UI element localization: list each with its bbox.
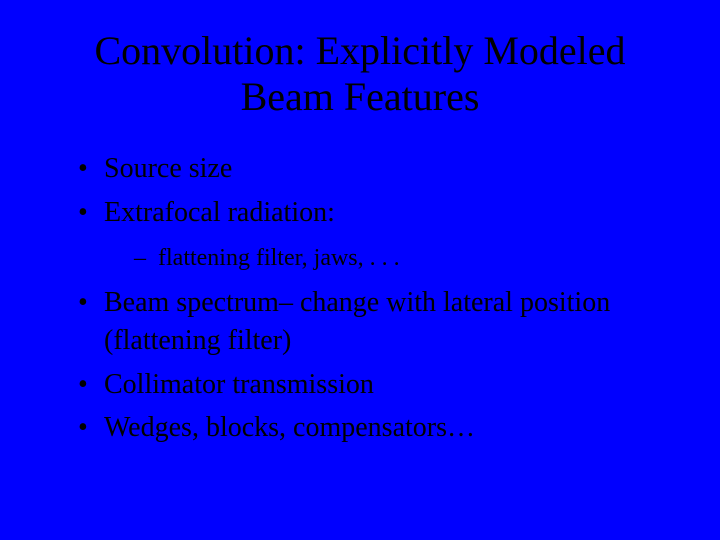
sub-bullet-list: flattening filter, jaws, . . . — [104, 242, 670, 274]
bullet-text: Source size — [104, 153, 232, 184]
bullet-list: Source size Extrafocal radiation: flatte… — [50, 150, 670, 447]
list-item: Extrafocal radiation: flattening filter,… — [78, 194, 670, 274]
list-item: Beam spectrum– change with lateral posit… — [78, 284, 670, 360]
bullet-text: Wedges, blocks, compensators… — [104, 412, 475, 443]
bullet-text: Extrafocal radiation: — [104, 197, 335, 228]
sub-bullet-text: flattening filter, jaws, . . . — [158, 245, 400, 271]
title-line-1: Convolution: Explicitly Modeled — [94, 28, 625, 73]
list-item: Wedges, blocks, compensators… — [78, 409, 670, 447]
list-item: Source size — [78, 150, 670, 188]
bullet-text: Beam spectrum– change with lateral posit… — [104, 287, 610, 356]
title-line-2: Beam Features — [241, 74, 480, 119]
list-item: Collimator transmission — [78, 366, 670, 404]
list-item: flattening filter, jaws, . . . — [134, 242, 670, 274]
bullet-text: Collimator transmission — [104, 369, 374, 400]
slide-title: Convolution: Explicitly Modeled Beam Fea… — [50, 28, 670, 120]
